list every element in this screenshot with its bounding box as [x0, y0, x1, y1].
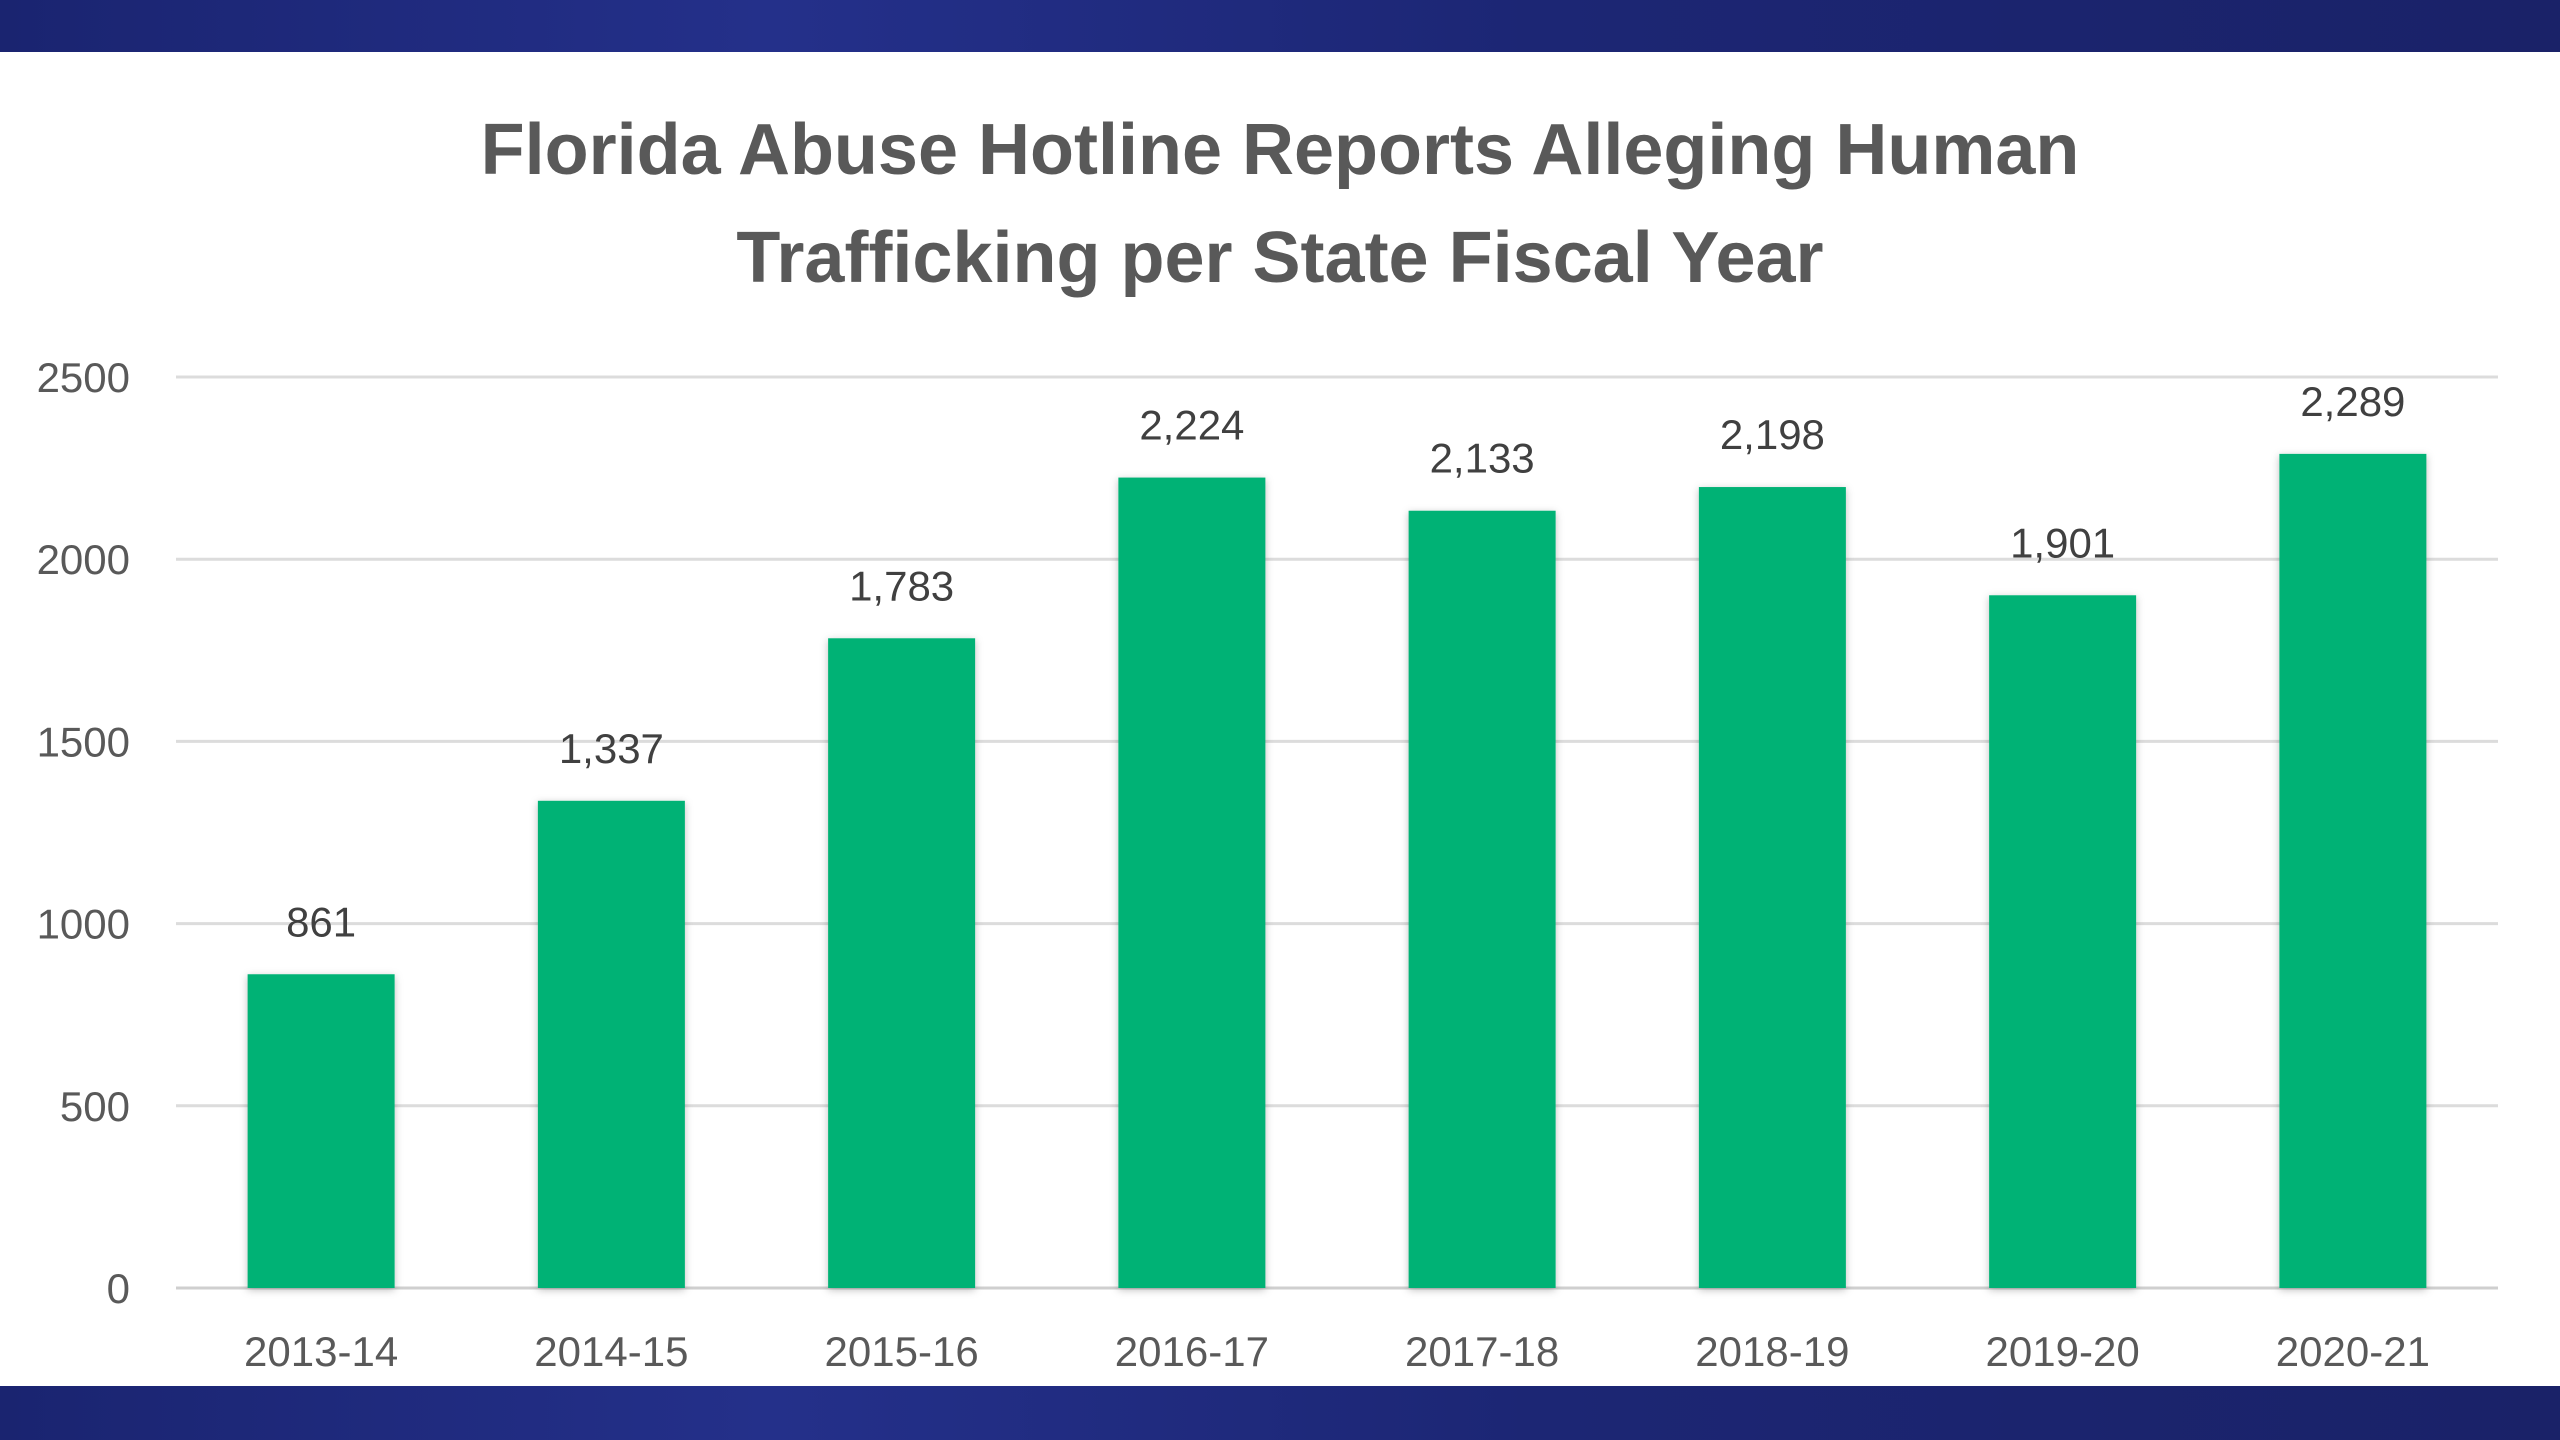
bar-2020-21: [2279, 453, 2427, 1288]
y-tick-label: 2500: [37, 354, 130, 401]
y-tick-label: 1000: [37, 901, 130, 948]
data-label: 2,198: [1720, 411, 1825, 458]
bar-2013-14: [247, 974, 395, 1288]
y-tick-label: 1500: [37, 718, 130, 765]
data-label: 861: [286, 898, 356, 945]
y-tick-label: 2000: [37, 536, 130, 583]
bar-2016-17: [1118, 477, 1266, 1288]
x-tick-label: 2014-15: [534, 1328, 688, 1375]
chart-title-line-2: Trafficking per State Fiscal Year: [736, 218, 1823, 298]
x-tick-label: 2016-17: [1115, 1328, 1269, 1375]
x-tick-label: 2019-20: [1986, 1328, 2140, 1375]
data-label: 1,901: [2010, 519, 2115, 566]
top-band: [0, 0, 2560, 52]
data-label: 2,289: [2300, 378, 2405, 425]
x-tick-label: 2018-19: [1695, 1328, 1849, 1375]
data-label: 2,224: [1139, 402, 1244, 449]
bar-2019-20: [1989, 595, 2137, 1288]
bar-2015-16: [828, 638, 976, 1288]
chart-title-line-1: Florida Abuse Hotline Reports Alleging H…: [481, 110, 2080, 190]
x-tick-label: 2020-21: [2276, 1328, 2430, 1375]
x-tick-label: 2013-14: [244, 1328, 398, 1375]
y-tick-label: 0: [107, 1265, 130, 1312]
y-tick-label: 500: [60, 1083, 130, 1130]
data-label: 2,133: [1430, 435, 1535, 482]
bar-2017-18: [1408, 510, 1556, 1288]
data-label: 1,337: [559, 725, 664, 772]
x-tick-label: 2017-18: [1405, 1328, 1559, 1375]
x-tick-label: 2015-16: [825, 1328, 979, 1375]
bottom-band: [0, 1386, 2560, 1440]
bar-2018-19: [1698, 487, 1846, 1288]
bar-2014-15: [537, 800, 685, 1288]
data-label: 1,783: [849, 562, 954, 609]
